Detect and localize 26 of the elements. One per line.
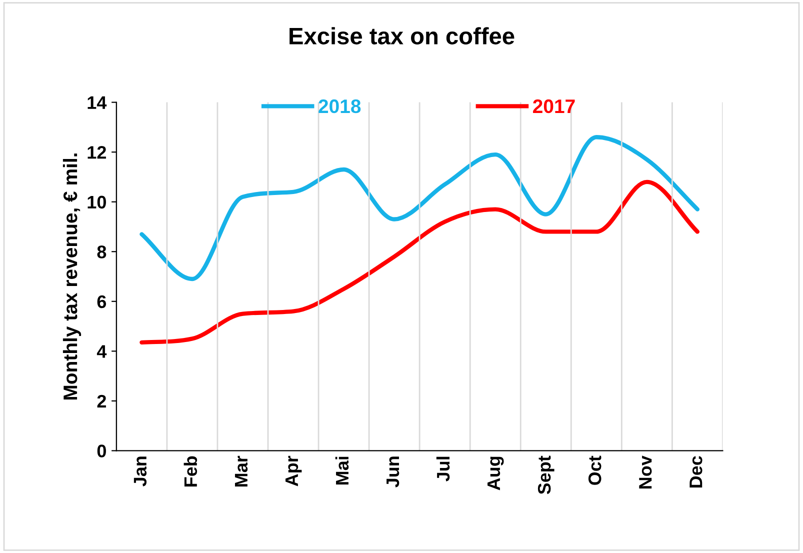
x-tick-label: Sept xyxy=(538,456,554,494)
x-tick-label: Feb xyxy=(184,456,198,486)
x-tick-label: Aug xyxy=(488,456,504,490)
y-tick-label: 4 xyxy=(96,345,107,358)
y-tick-label: 2 xyxy=(97,394,106,408)
legend-label: 2017 xyxy=(533,99,575,114)
y-tick-label: 6 xyxy=(97,295,106,308)
y-tick-label: 8 xyxy=(97,246,106,258)
y-tick-label: 14 xyxy=(88,96,107,109)
y-tick-label: 10 xyxy=(88,196,106,209)
x-tick-label: Mar xyxy=(234,456,248,486)
line-series xyxy=(140,180,700,345)
x-tick-label: Dec xyxy=(690,456,702,488)
chart-title: Excise tax on coffee xyxy=(290,27,514,44)
legend-label: 2018 xyxy=(318,99,361,114)
x-tick-label: Nov xyxy=(639,456,652,488)
y-axis-title: Monthly tax revenue, € mil. xyxy=(62,154,82,400)
x-tick-label: Oct xyxy=(588,456,602,485)
x-tick-label: Mai xyxy=(335,456,349,484)
x-tick-label: Jul xyxy=(436,456,450,482)
x-tick-label: Jun xyxy=(386,456,400,488)
line-series xyxy=(140,135,700,282)
y-tick-label: 12 xyxy=(88,146,106,159)
y-tick-label: 0 xyxy=(97,444,106,458)
x-tick-label: Apr xyxy=(286,456,302,486)
x-tick-label: Jan xyxy=(134,456,147,486)
